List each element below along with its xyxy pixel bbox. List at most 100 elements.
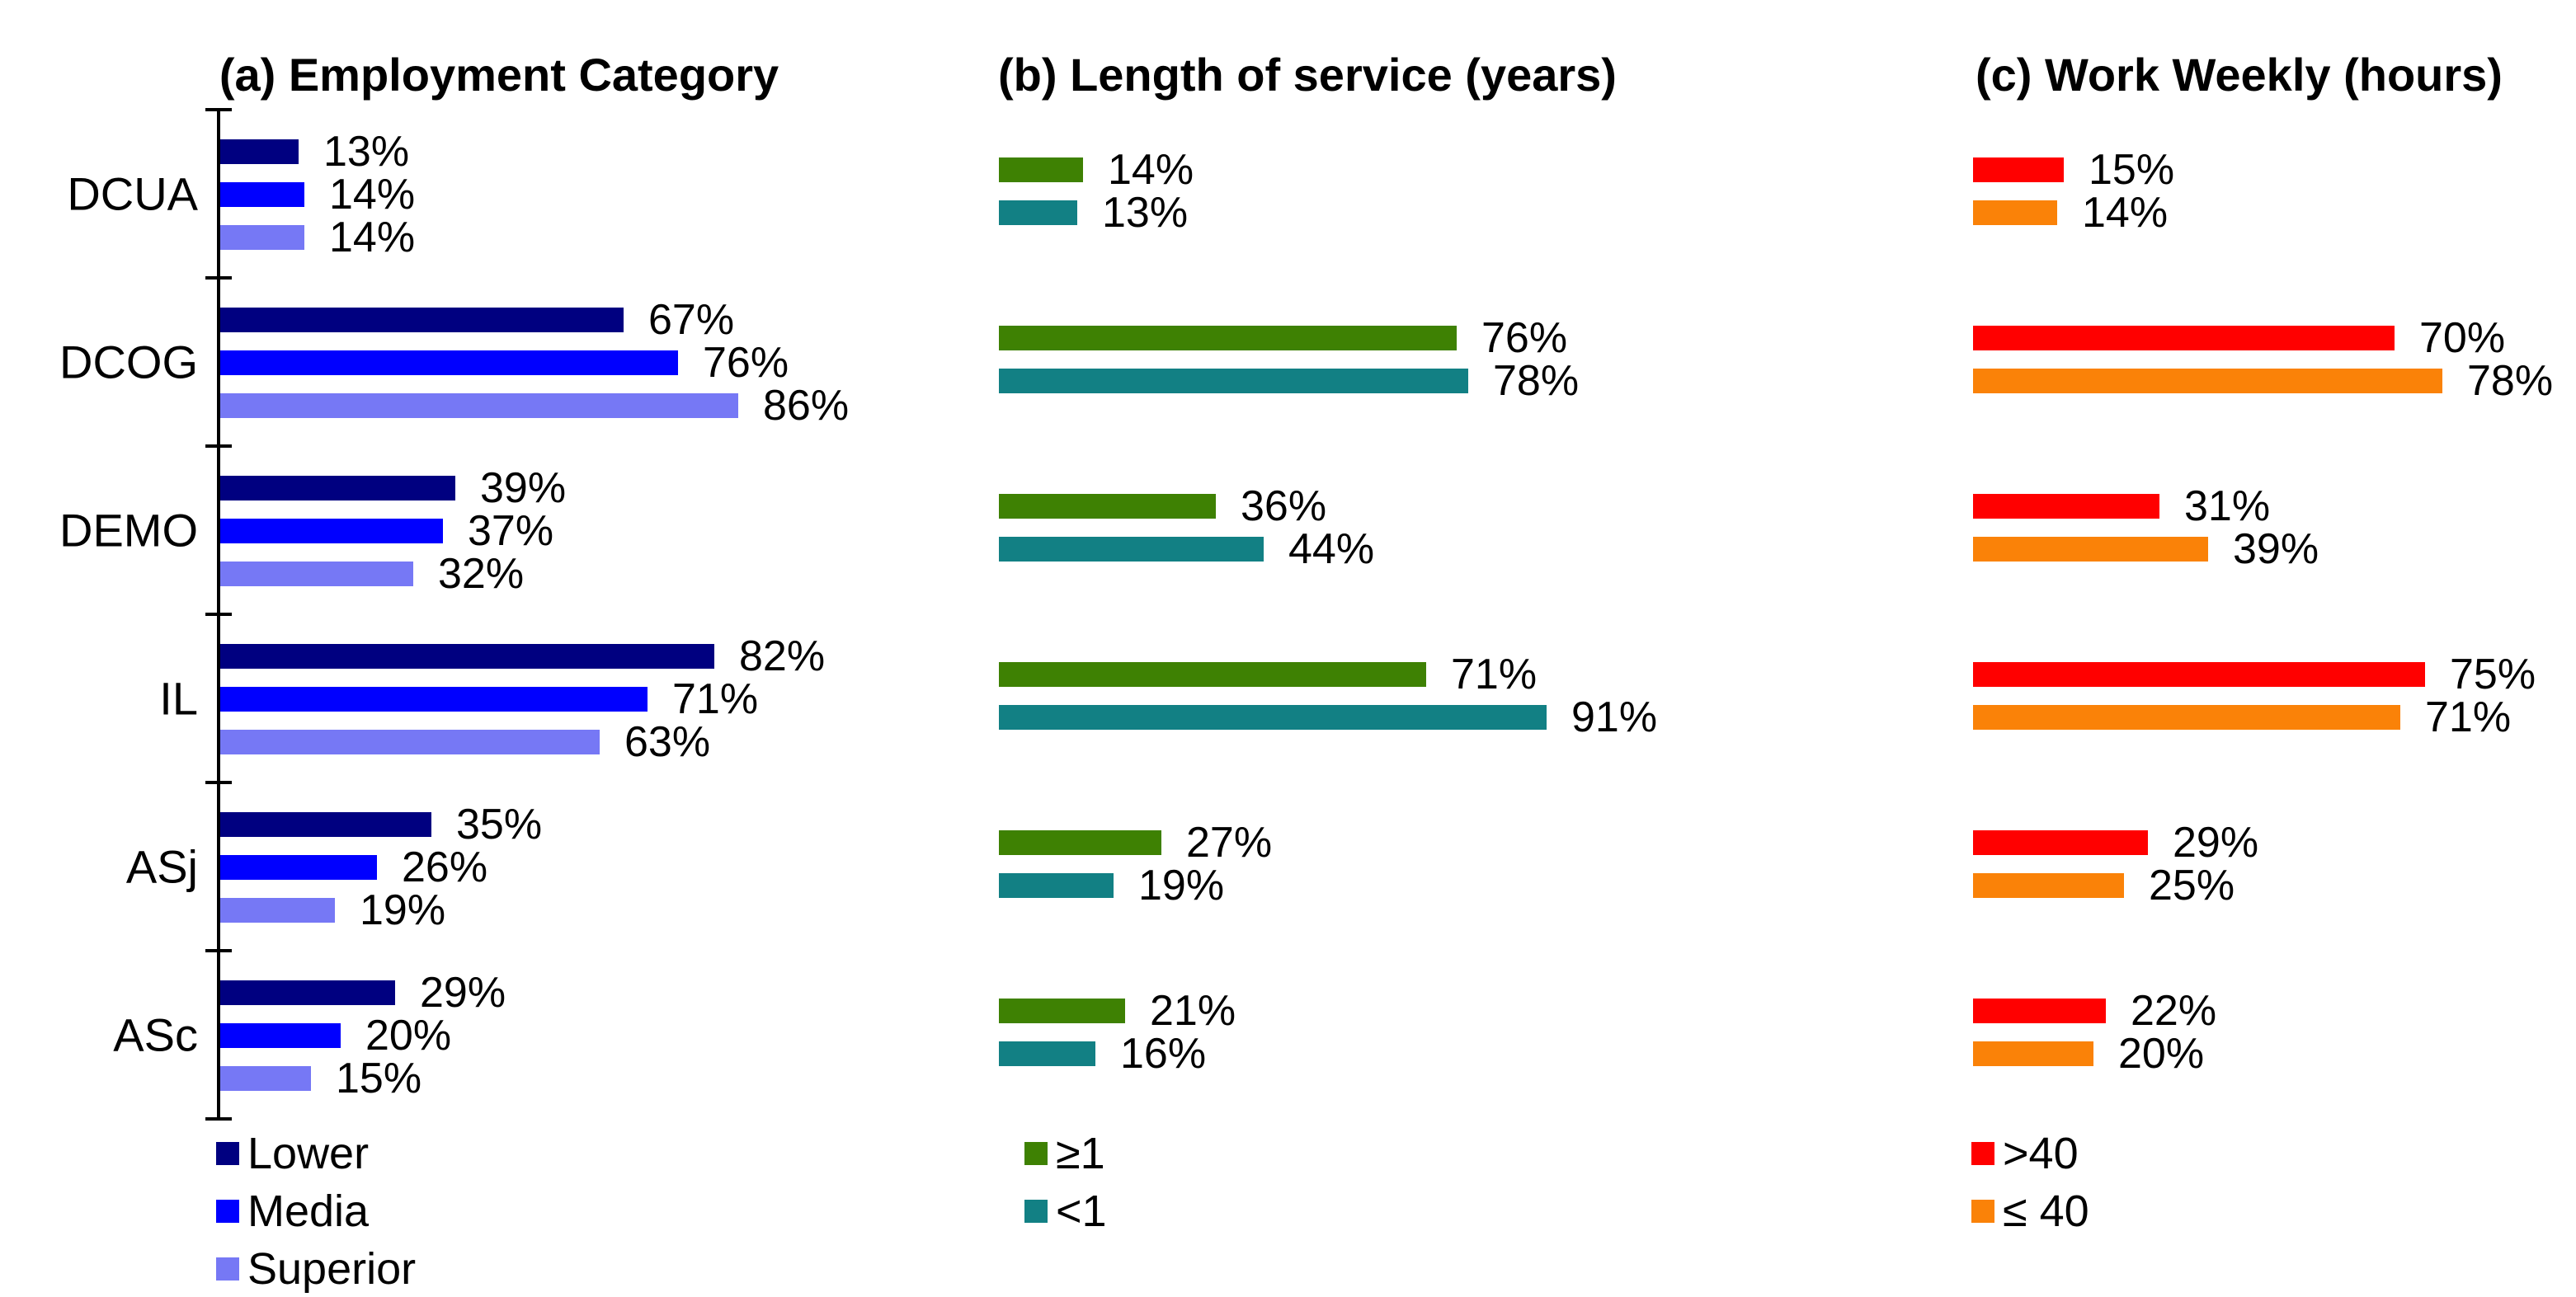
bar-value-label: 35% [456,801,543,848]
bar-a-demo-superior [220,562,413,586]
bar-a-dcua-media [220,182,304,207]
bar-value-label: 20% [365,1012,452,1060]
legend-label-40: ≤ 40 [2003,1187,2089,1236]
bar-a-dcog-superior [220,393,738,418]
bar-value-label: 78% [2467,357,2554,405]
bar-b-asj-1 [999,873,1114,898]
legend-label-lower: Lower [247,1129,370,1178]
category-label-dcua: DCUA [67,167,198,220]
legend-swatch-lower [216,1142,239,1165]
bar-value-label: 14% [2082,189,2169,237]
bar-value-label: 14% [329,171,416,219]
bar-value-label: 37% [468,507,554,555]
bar-b-demo-1 [999,537,1264,562]
bar-b-demo-1 [999,494,1216,519]
bar-b-asc-1 [999,1041,1095,1066]
bar-b-il-1 [999,662,1426,687]
bar-value-label: 76% [1481,314,1568,362]
bar-b-dcog-1 [999,369,1468,393]
bar-c-dcog-40 [1973,369,2442,393]
bar-b-dcua-1 [999,200,1077,225]
bar-a-asj-media [220,855,377,880]
bar-value-label: 21% [1150,987,1236,1035]
bar-value-label: 13% [1102,189,1189,237]
bar-a-asc-media [220,1023,341,1048]
axis-tick-mark [205,781,232,784]
category-label-il: IL [159,672,198,725]
legend-label-40: >40 [2003,1129,2079,1178]
bar-value-label: 26% [402,844,488,891]
bar-a-dcua-lower [220,139,299,164]
category-label-asc: ASc [113,1008,198,1061]
bar-b-il-1 [999,705,1547,730]
axis-tick-mark [205,108,232,111]
category-label-asj: ASj [125,840,198,893]
panel-c-title: (c) Work Weekly (hours) [1976,49,2503,101]
bar-c-asc-40 [1973,1041,2093,1066]
bar-value-label: 13% [323,128,410,176]
category-label-demo: DEMO [59,504,198,557]
bar-value-label: 32% [438,550,525,598]
bar-value-label: 70% [2419,314,2506,362]
bar-value-label: 44% [1288,525,1375,573]
legend-label-1: ≥1 [1056,1129,1105,1178]
bar-value-label: 16% [1120,1030,1207,1078]
legend-swatch-media [216,1200,239,1223]
axis-tick-mark [205,613,232,616]
bar-value-label: 15% [336,1055,422,1102]
bar-c-asc-40 [1973,999,2106,1023]
bar-a-asc-superior [220,1066,311,1091]
bar-value-label: 76% [703,339,789,387]
bar-value-label: 14% [329,214,416,261]
bar-value-label: 82% [739,632,826,680]
axis-tick-mark [205,444,232,448]
bar-a-il-media [220,687,648,712]
bar-value-label: 39% [2233,525,2319,573]
bar-value-label: 71% [1451,651,1538,698]
bar-b-asj-1 [999,830,1161,855]
bar-value-label: 36% [1241,482,1327,530]
bar-value-label: 19% [360,886,446,934]
bar-a-dcua-superior [220,225,304,250]
bar-a-dcog-media [220,350,678,375]
bar-c-dcua-40 [1973,200,2057,225]
bar-a-il-superior [220,730,600,754]
bar-a-demo-lower [220,476,455,500]
panel-a-title: (a) Employment Category [219,49,779,101]
bar-c-asj-40 [1973,830,2148,855]
legend-swatch-1 [1024,1200,1048,1223]
bar-b-asc-1 [999,999,1125,1023]
legend-label-superior: Superior [247,1244,417,1294]
bar-value-label: 15% [2089,146,2175,194]
bar-c-il-40 [1973,662,2425,687]
bar-value-label: 86% [763,382,850,430]
legend-swatch-40 [1971,1200,1994,1223]
bar-value-label: 39% [480,464,567,512]
bar-c-demo-40 [1973,537,2208,562]
bar-value-label: 63% [624,718,711,766]
bar-value-label: 31% [2184,482,2271,530]
bar-value-label: 20% [2118,1030,2205,1078]
bar-value-label: 71% [672,675,759,723]
bar-a-asj-superior [220,898,335,923]
bar-value-label: 91% [1571,693,1658,741]
bar-c-demo-40 [1973,494,2159,519]
axis-tick-mark [205,1117,232,1121]
bar-value-label: 14% [1108,146,1194,194]
bar-value-label: 67% [648,296,735,344]
bar-value-label: 29% [420,969,506,1017]
bar-a-il-lower [220,644,714,669]
panel-b-title: (b) Length of service (years) [998,49,1617,101]
bar-b-dcog-1 [999,326,1457,350]
bar-value-label: 25% [2149,862,2235,909]
bar-c-dcog-40 [1973,326,2395,350]
bar-c-il-40 [1973,705,2400,730]
legend-swatch-1 [1024,1142,1048,1165]
bar-value-label: 29% [2173,819,2259,867]
bar-value-label: 19% [1138,862,1225,909]
bar-c-dcua-40 [1973,157,2064,182]
legend-label-1: <1 [1056,1187,1107,1236]
bar-value-label: 22% [2131,987,2217,1035]
bar-a-asj-lower [220,812,431,837]
